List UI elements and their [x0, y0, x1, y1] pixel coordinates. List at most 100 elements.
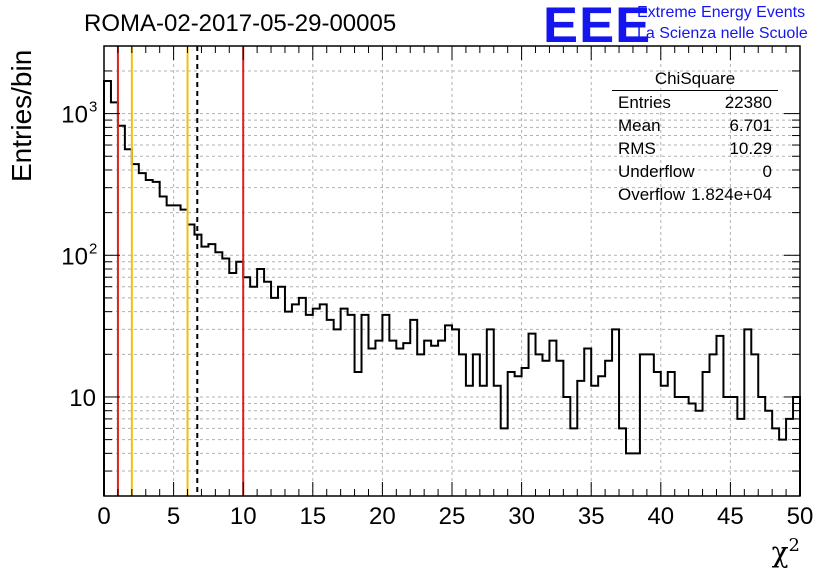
histogram-bin	[362, 315, 369, 496]
histogram-bin	[626, 453, 633, 496]
stat-value: 10.29	[729, 139, 772, 158]
histogram-bin	[403, 343, 410, 496]
stats-row-entries: Entries 22380	[612, 91, 778, 114]
logo-line-1: Extreme Energy Events	[637, 4, 806, 21]
stat-value: 1.824e+04	[691, 185, 772, 204]
y-tick-label: 10	[69, 385, 96, 412]
stat-label: RMS	[618, 139, 656, 158]
histogram-bin	[104, 81, 111, 496]
histogram-bin	[215, 252, 222, 496]
x-tick-label: 45	[717, 503, 744, 530]
histogram-bin	[125, 149, 132, 496]
histogram-bin	[654, 372, 661, 496]
x-tick-label: 10	[230, 503, 257, 530]
histogram-bin	[153, 182, 160, 496]
stat-value: 6.701	[729, 116, 772, 135]
histogram-bin	[306, 315, 313, 496]
stat-value: 22380	[724, 93, 772, 112]
histogram-bin	[480, 386, 487, 496]
histogram-bin	[556, 361, 563, 496]
histogram-bin	[243, 277, 250, 496]
histogram-bin	[744, 329, 751, 496]
histogram-bin	[424, 341, 431, 496]
histogram-bin	[529, 334, 536, 496]
histogram-bin	[542, 361, 549, 496]
histogram-bin	[368, 348, 375, 496]
histogram-bin	[257, 269, 264, 496]
histogram-bin	[612, 329, 619, 496]
histogram-bin	[549, 341, 556, 496]
stats-title: ChiSquare	[612, 68, 778, 91]
histogram-bin	[570, 428, 577, 496]
histogram-bin	[619, 428, 626, 496]
histogram-bin	[299, 298, 306, 496]
x-axis-label: χ2	[772, 535, 800, 568]
histogram-bin	[160, 196, 167, 496]
x-tick-label: 20	[369, 503, 396, 530]
histogram-bin	[563, 397, 570, 496]
histogram-bin	[452, 329, 459, 496]
histogram-bin	[689, 403, 696, 496]
histogram-bin	[605, 361, 612, 496]
histogram-bin	[438, 341, 445, 496]
histogram-bin	[647, 354, 654, 496]
histogram-bin	[696, 411, 703, 496]
stat-label: Overflow	[618, 185, 686, 204]
histogram-bin	[459, 354, 466, 496]
histogram-bin	[271, 298, 278, 496]
y-tick-label: 10	[61, 243, 88, 270]
x-tick-label: 30	[508, 503, 535, 530]
histogram-bin	[334, 329, 341, 496]
histogram-bin	[201, 247, 208, 496]
histogram-bin	[779, 440, 786, 496]
histogram-bin	[341, 309, 348, 496]
x-tick-label: 15	[299, 503, 326, 530]
histogram-bin	[466, 386, 473, 496]
histogram-bin	[382, 315, 389, 496]
histogram-bin	[229, 273, 236, 496]
histogram-bin	[250, 287, 257, 496]
histogram-bin	[320, 304, 327, 496]
histogram-bin	[473, 354, 480, 496]
histogram-bin	[208, 244, 215, 496]
histogram-bin	[292, 304, 299, 496]
histogram-bin	[396, 348, 403, 496]
histogram-bin	[772, 428, 779, 496]
histogram-bin	[640, 354, 647, 496]
histogram-bin	[174, 205, 181, 496]
histogram-bin	[515, 376, 522, 496]
histogram-bin	[730, 397, 737, 496]
histogram-bin	[633, 453, 640, 496]
histogram-bin	[494, 386, 501, 496]
histogram-bin	[501, 428, 508, 496]
histogram-bin	[786, 419, 793, 496]
histogram-bin	[181, 210, 188, 496]
y-tick-label-exponent: 3	[89, 99, 97, 116]
stats-row-overflow: Overflow 1.824e+04	[612, 183, 778, 206]
histogram-bin	[793, 397, 800, 496]
x-tick-label: 40	[647, 503, 674, 530]
histogram-bin	[375, 341, 382, 496]
histogram-bin	[737, 419, 744, 496]
histogram-bin	[389, 341, 396, 496]
histogram-bin	[146, 180, 153, 496]
x-axis-label-base: χ	[771, 535, 789, 568]
stats-box: ChiSquare Entries 22380 Mean 6.701 RMS 10.2…	[612, 68, 778, 206]
histogram-bin	[285, 312, 292, 496]
chart-title: ROMA-02-2017-05-29-00005	[84, 10, 397, 37]
histogram-bin	[188, 224, 195, 496]
histogram-bin	[710, 354, 717, 496]
histogram-bin	[668, 372, 675, 496]
histogram-bin	[723, 397, 730, 496]
x-axis-label-exponent: 2	[788, 534, 800, 556]
x-tick-label: 25	[439, 503, 466, 530]
histogram-bin	[598, 376, 605, 496]
histogram-bin	[591, 386, 598, 496]
histogram-bin	[111, 102, 118, 496]
histogram-bin	[431, 346, 438, 496]
histogram-bin	[751, 354, 758, 496]
histogram-bin	[682, 397, 689, 496]
histogram-bin	[417, 354, 424, 496]
histogram-bin	[765, 411, 772, 496]
